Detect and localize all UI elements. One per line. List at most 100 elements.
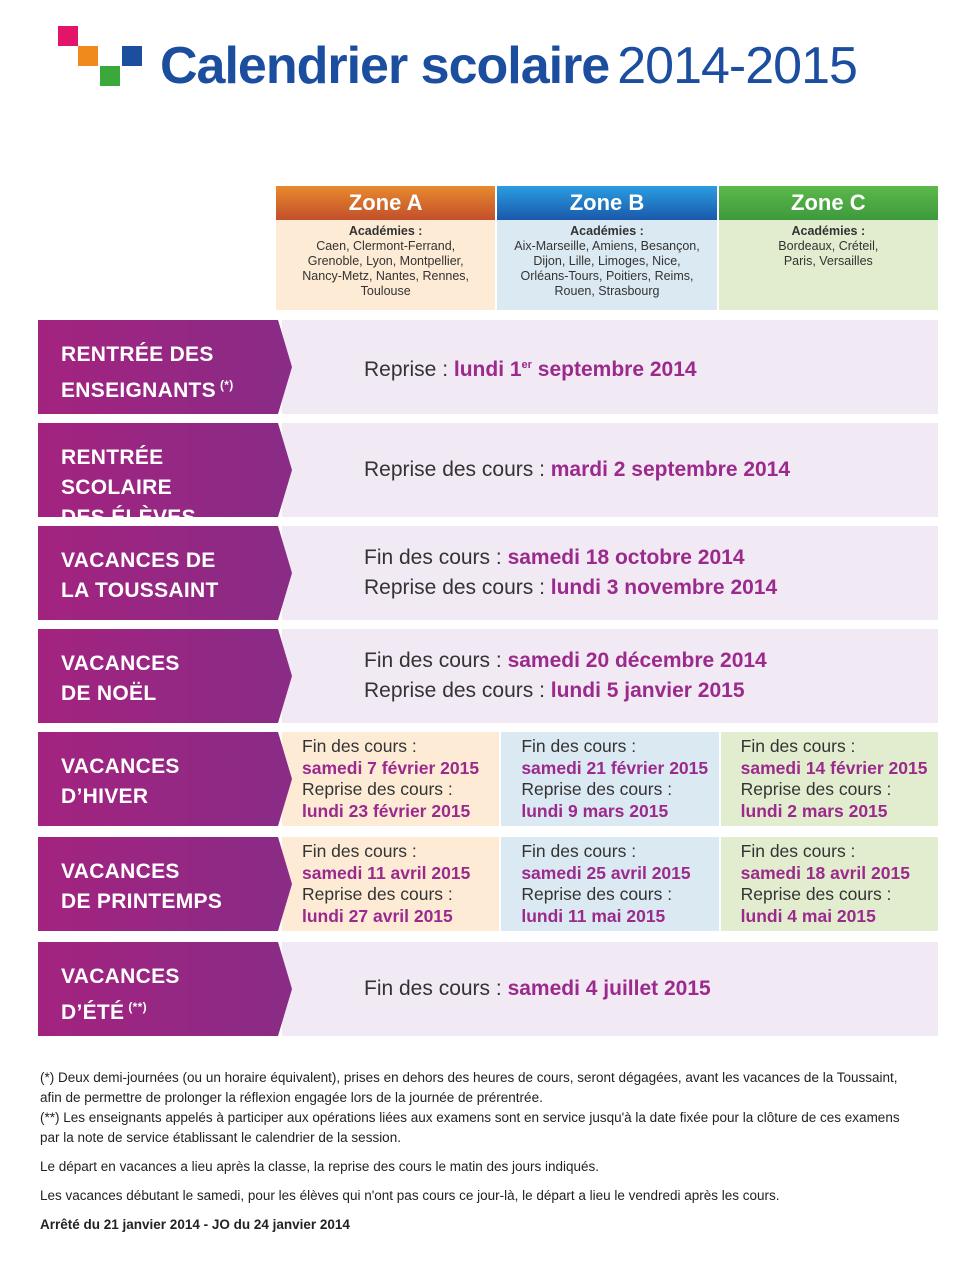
logo — [58, 26, 148, 90]
label-line2: LA TOUSSAINT — [61, 579, 219, 602]
label-text: ENSEIGNANTS — [61, 379, 216, 402]
resume-date: lundi 23 février 2015 — [302, 800, 471, 821]
date-line: Fin des cours : samedi 4 juillet 2015 — [364, 974, 938, 1004]
label-line2: DES ÉLÈVES — [61, 506, 196, 529]
date-value: mardi 2 septembre 2014 — [550, 458, 791, 481]
row-content: Fin des cours : samedi 18 octobre 2014 R… — [282, 526, 938, 620]
row-printemps: VACANCES DE PRINTEMPS Fin des cours : sa… — [38, 837, 938, 931]
date-line: Reprise : lundi 1er septembre 2014 — [364, 350, 938, 385]
row-rentree-eleves: RENTRÉE SCOLAIRE DES ÉLÈVES Reprise des … — [38, 423, 938, 529]
resume-date: lundi 27 avril 2015 — [302, 905, 453, 926]
line-prefix: Fin des cours : — [364, 546, 508, 569]
row-label: VACANCES DE PRINTEMPS — [38, 837, 292, 931]
cell-zone-b: Fin des cours : samedi 21 février 2015 R… — [501, 732, 719, 826]
row-ete: VACANCES D’ÉTÉ (**) Fin des cours : samed… — [38, 942, 938, 1036]
end-label: Fin des cours : — [740, 736, 856, 756]
end-label: Fin des cours : — [521, 841, 637, 861]
end-date: samedi 21 février 2015 — [521, 757, 709, 778]
academies-label: Académies : — [791, 224, 866, 238]
page-title: Calendrier scolaire 2014-2015 — [160, 36, 858, 96]
label-line2: ENSEIGNANTS (*) — [61, 370, 278, 406]
row-content: Reprise : lundi 1er septembre 2014 — [282, 320, 938, 414]
academies-label: Académies : — [570, 224, 644, 238]
row-label: VACANCES DE LA TOUSSAINT — [38, 526, 292, 620]
row-label: VACANCES D’HIVER — [38, 732, 292, 826]
date-line: Reprise des cours : mardi 2 septembre 20… — [364, 455, 938, 485]
row-hiver: VACANCES D’HIVER Fin des cours : samedi … — [38, 732, 938, 826]
date-value: lundi 3 novembre 2014 — [550, 576, 778, 599]
resume-label: Reprise des cours : — [521, 884, 673, 904]
line-prefix: Reprise : — [364, 357, 454, 381]
cell-zone-b: Fin des cours : samedi 25 avril 2015 Rep… — [501, 837, 719, 931]
logo-square-blue — [122, 46, 142, 66]
resume-label: Reprise des cours : — [740, 779, 892, 799]
row-content: Reprise des cours : mardi 2 septembre 20… — [282, 423, 938, 517]
resume-date: lundi 2 mars 2015 — [740, 800, 888, 821]
label-line2: D’ÉTÉ (**) — [61, 992, 278, 1028]
zone-b: Zone B Académies : Aix-Marseille, Amiens… — [497, 186, 717, 310]
row-noel: VACANCES DE NOËL Fin des cours : samedi … — [38, 629, 938, 723]
academies-list: Caen, Clermont-Ferrand, Grenoble, Lyon, … — [302, 239, 470, 298]
logo-square-green — [100, 66, 120, 86]
end-label: Fin des cours : — [302, 841, 417, 861]
line-prefix: Reprise des cours : — [364, 576, 551, 599]
end-date: samedi 11 avril 2015 — [302, 862, 471, 883]
resume-label: Reprise des cours : — [740, 884, 892, 904]
zone-cells: Fin des cours : samedi 7 février 2015 Re… — [282, 732, 938, 826]
end-date: samedi 25 avril 2015 — [521, 862, 691, 883]
line-prefix: Fin des cours : — [364, 649, 508, 672]
footnotes: (*) Deux demi-journées (ou un horaire éq… — [40, 1068, 900, 1244]
date-value: samedi 18 octobre 2014 — [507, 546, 745, 569]
label-line1: VACANCES — [61, 652, 180, 675]
date-value: lundi 1er septembre 2014 — [454, 358, 697, 381]
end-label: Fin des cours : — [521, 736, 637, 756]
zone-c-title: Zone C — [718, 186, 938, 220]
date-part: lundi 1 — [453, 357, 522, 381]
title-main: Calendrier scolaire — [160, 37, 610, 95]
date-value: lundi 5 janvier 2015 — [550, 679, 745, 702]
zone-a-academies: Académies : Caen, Clermont-Ferrand, Gren… — [276, 220, 496, 310]
logo-square-orange — [78, 46, 98, 66]
label-line1: VACANCES — [61, 860, 180, 883]
academies-label: Académies : — [348, 224, 423, 238]
resume-date: lundi 4 mai 2015 — [740, 905, 876, 926]
label-line1: VACANCES — [61, 965, 180, 988]
row-label: RENTRÉE SCOLAIRE DES ÉLÈVES — [38, 423, 292, 529]
date-value: samedi 4 juillet 2015 — [507, 977, 711, 1000]
academies-list: Bordeaux, Créteil, Paris, Versailles — [778, 239, 879, 268]
zone-cells: Fin des cours : samedi 11 avril 2015 Rep… — [282, 837, 938, 931]
cell-zone-c: Fin des cours : samedi 18 avril 2015 Rep… — [720, 837, 938, 931]
footnote-marker: (*) — [220, 378, 234, 392]
label-text: D’ÉTÉ — [61, 1001, 125, 1024]
resume-date: lundi 11 mai 2015 — [521, 905, 666, 926]
date-line: Reprise des cours : lundi 3 novembre 201… — [364, 573, 938, 603]
zone-c: Zone C Académies : Bordeaux, Créteil, Pa… — [718, 186, 938, 310]
footnote-2: (**) Les enseignants appelés à participe… — [40, 1110, 900, 1145]
label-line1: VACANCES — [61, 755, 180, 778]
end-date: samedi 14 février 2015 — [740, 757, 928, 778]
line-prefix: Reprise des cours : — [364, 679, 551, 702]
row-content: Fin des cours : samedi 4 juillet 2015 — [282, 942, 938, 1036]
zone-a: Zone A Académies : Caen, Clermont-Ferran… — [276, 186, 496, 310]
date-value: samedi 20 décembre 2014 — [507, 649, 767, 672]
academies-list: Aix-Marseille, Amiens, Besançon, Dijon, … — [514, 239, 700, 298]
arrete-reference: Arrêté du 21 janvier 2014 - JO du 24 jan… — [40, 1217, 350, 1232]
row-label: RENTRÉE DES ENSEIGNANTS (*) — [38, 320, 292, 414]
logo-square-pink — [58, 26, 78, 46]
label-line1: VACANCES DE — [61, 549, 216, 572]
zones-header: Zone A Académies : Caen, Clermont-Ferran… — [276, 186, 938, 310]
note-depart: Le départ en vacances a lieu après la cl… — [40, 1159, 600, 1174]
cell-zone-c: Fin des cours : samedi 14 février 2015 R… — [720, 732, 938, 826]
zone-c-academies: Académies : Bordeaux, Créteil, Paris, Ve… — [718, 220, 938, 310]
resume-label: Reprise des cours : — [302, 884, 453, 904]
cell-zone-a: Fin des cours : samedi 11 avril 2015 Rep… — [282, 837, 500, 931]
row-label: VACANCES D’ÉTÉ (**) — [38, 942, 292, 1036]
cell-zone-a: Fin des cours : samedi 7 février 2015 Re… — [282, 732, 500, 826]
line-prefix: Reprise des cours : — [364, 458, 551, 481]
label-line2: D’HIVER — [61, 785, 149, 808]
row-content: Fin des cours : samedi 20 décembre 2014 … — [282, 629, 938, 723]
title-year: 2014-2015 — [617, 37, 858, 95]
end-label: Fin des cours : — [740, 841, 856, 861]
date-sup: er — [521, 358, 532, 371]
label-line1: RENTRÉE DES — [61, 343, 214, 366]
